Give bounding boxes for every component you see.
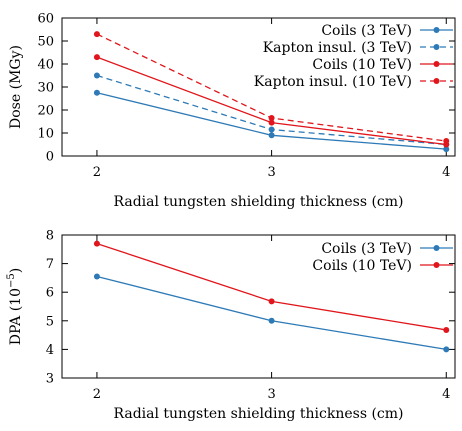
dpa-ytick-label: 6 <box>46 286 54 301</box>
dose-legend-marker <box>433 78 440 84</box>
dose-y-axis-label-main: Dose (MGy) <box>8 45 24 129</box>
dose-data-point <box>443 146 450 153</box>
dose-data-point <box>93 54 100 61</box>
dpa-chart: 3 4 5 6 7 8 2 3 4 Radial tungsten shielding thick… <box>6 229 456 422</box>
dpa-ytick-label: 8 <box>46 229 54 244</box>
dose-data-point <box>268 119 275 126</box>
dose-ytick-label: 20 <box>37 104 54 119</box>
dose-ytick-label: 30 <box>37 81 54 96</box>
dpa-legend-label: Coils (3 TeV) <box>321 241 412 257</box>
dpa-x-axis-label: Radial tungsten shielding thickness (cm) <box>113 406 403 422</box>
dose-legend-label: Kapton insul. (3 TeV) <box>263 40 412 56</box>
dpa-data-point <box>443 326 450 333</box>
dose-ytick-label: 50 <box>37 35 54 50</box>
dpa-series-line-0 <box>96 275 447 351</box>
dose-ytick-label: 60 <box>37 12 54 27</box>
dpa-data-point <box>93 273 100 280</box>
dose-legend-marker <box>433 44 440 50</box>
dose-xtick-label: 4 <box>442 165 450 180</box>
dpa-xtick-label: 2 <box>93 387 101 402</box>
dpa-y-axis-label: DPA (10−5) <box>6 268 24 345</box>
dose-xtick-label: 3 <box>267 165 275 180</box>
dose-legend-marker <box>433 61 440 67</box>
dose-legend-label: Coils (10 TeV) <box>312 57 412 73</box>
dpa-data-point <box>93 240 100 247</box>
dose-xtick-label: 2 <box>93 165 101 180</box>
dpa-ytick-label: 4 <box>46 343 54 358</box>
dose-ytick-label: 0 <box>46 150 54 165</box>
dpa-y-axis-label-main: DPA (10 <box>8 288 24 345</box>
dpa-xtick-label: 4 <box>442 387 450 402</box>
dpa-ytick-label: 5 <box>46 314 54 329</box>
dose-ytick-label: 40 <box>37 58 54 73</box>
dose-chart: 0 10 20 30 40 50 60 2 3 4 Radial tungsten shieldin… <box>8 12 456 210</box>
dpa-legend-marker <box>433 245 440 251</box>
dpa-xtick-label: 3 <box>267 387 275 402</box>
dpa-ytick-label: 7 <box>46 257 54 272</box>
dose-data-point <box>93 72 100 79</box>
dpa-legend-label: Coils (10 TeV) <box>312 258 412 274</box>
dose-x-axis-label: Radial tungsten shielding thickness (cm) <box>113 194 403 210</box>
dose-data-point <box>93 31 100 38</box>
dpa-data-point <box>268 317 275 324</box>
dose-ytick-label: 10 <box>37 127 54 142</box>
dose-data-point <box>268 115 275 122</box>
dpa-y-axis-label-exponent: −5 <box>6 273 17 288</box>
dpa-legend-marker <box>433 262 440 268</box>
dose-y-axis-label: Dose (MGy) <box>8 45 24 129</box>
dpa-ytick-label: 3 <box>46 372 54 387</box>
dose-data-point <box>268 126 275 133</box>
dpa-y-axis-label-end: ) <box>8 268 24 273</box>
dose-legend-label: Kapton insul. (10 TeV) <box>254 74 412 90</box>
dose-data-point <box>93 89 100 96</box>
dose-legend-label: Coils (3 TeV) <box>321 23 412 39</box>
dpa-plot-frame <box>61 234 456 379</box>
dose-data-point <box>268 132 275 139</box>
dpa-data-point <box>443 346 450 353</box>
dose-legend-marker <box>433 27 440 33</box>
dpa-data-point <box>268 298 275 305</box>
dose-data-point <box>443 138 450 145</box>
